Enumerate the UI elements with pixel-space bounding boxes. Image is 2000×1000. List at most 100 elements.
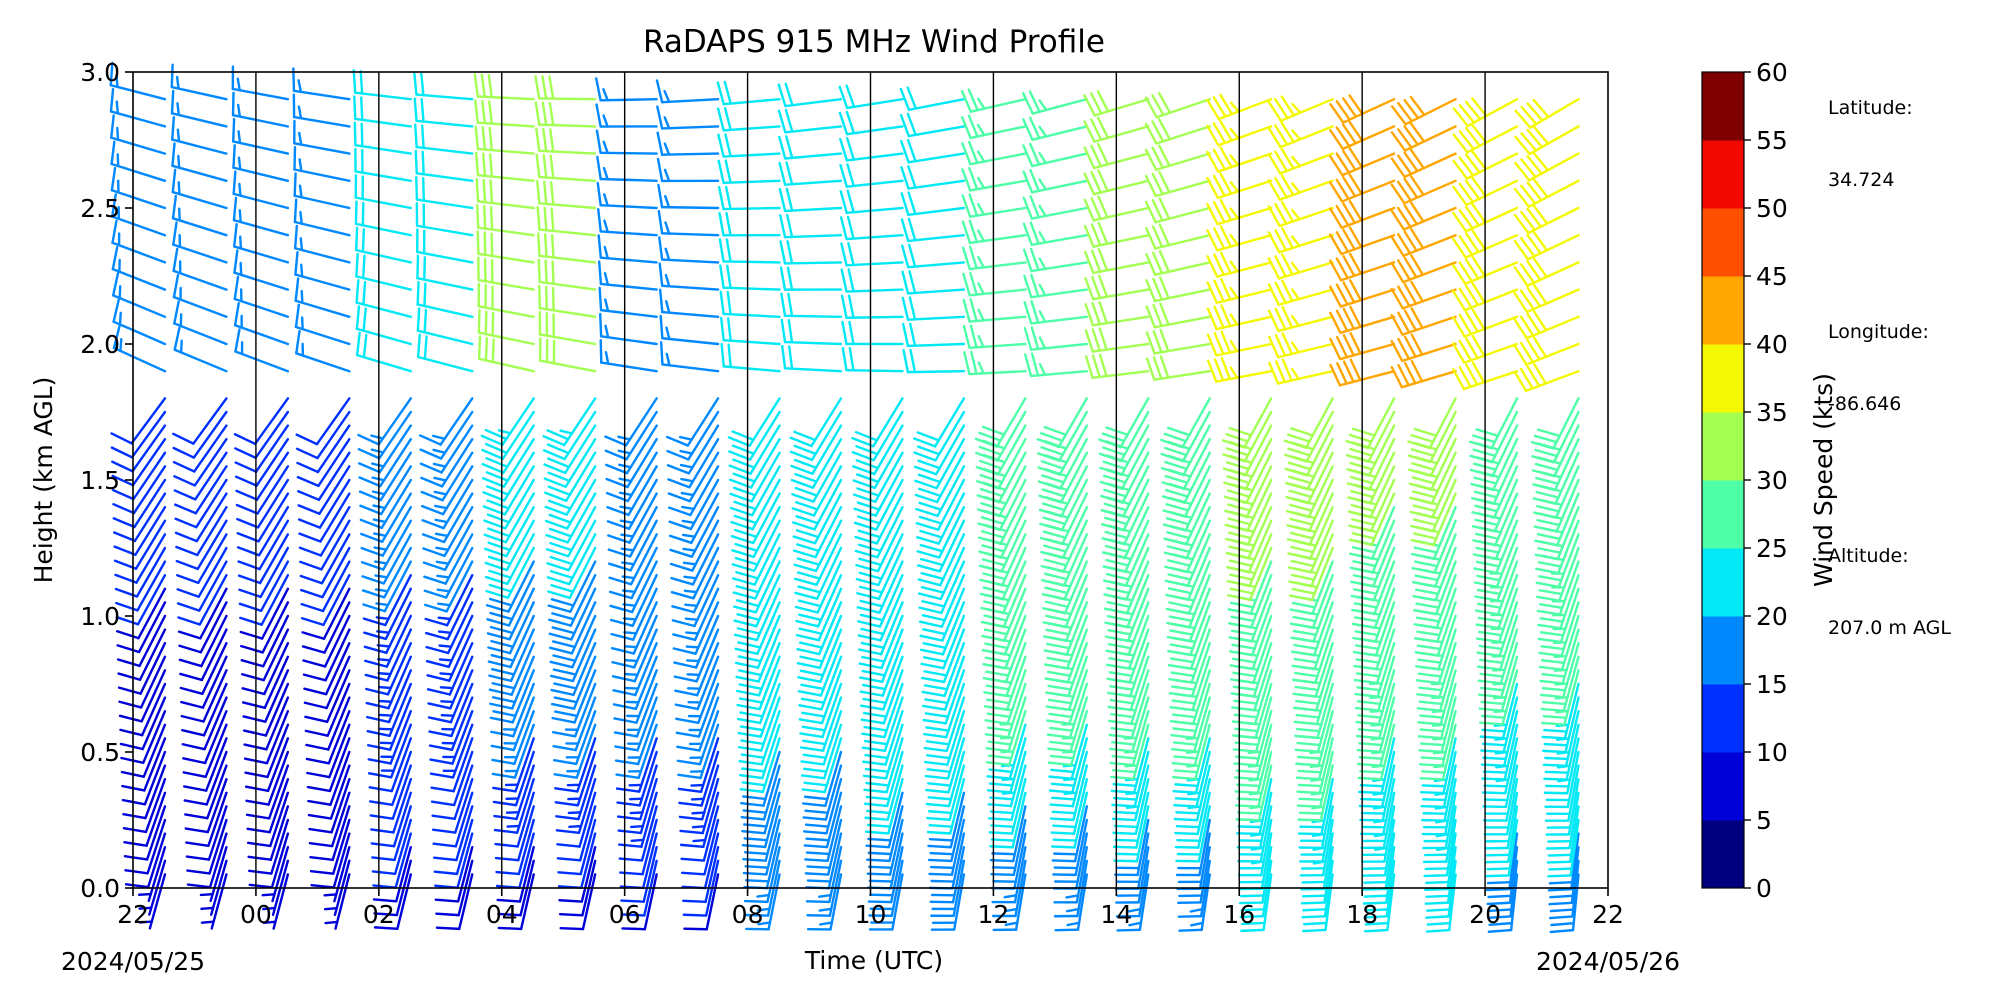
wind-barb <box>1390 175 1457 205</box>
wind-barb <box>1022 116 1089 142</box>
colorbar-label: Wind Speed (kts) <box>1809 373 1838 587</box>
wind-barb <box>731 519 781 572</box>
wind-barb <box>115 574 167 626</box>
wind-barb <box>124 832 167 889</box>
wind-barb <box>1538 601 1580 657</box>
wind-barb <box>737 682 781 738</box>
wind-barb <box>1541 682 1580 740</box>
wind-barb <box>1390 360 1457 389</box>
wind-barb <box>797 628 843 683</box>
wind-barb <box>1175 805 1211 863</box>
colorbar: 0 5 10 15 20 25 30 35 40 45 50 55 60 <box>1701 58 1788 903</box>
wind-barb <box>901 296 966 321</box>
wind-barb <box>1050 778 1089 835</box>
wind-barb <box>1145 328 1211 355</box>
wind-barb <box>370 791 412 848</box>
altitude-value: 207.0 m AGL <box>1828 617 1951 639</box>
wind-barb <box>665 397 720 447</box>
wind-barb <box>1540 655 1580 713</box>
colorbar-segment <box>1702 276 1744 345</box>
wind-barb <box>234 438 290 487</box>
wind-barb <box>803 791 843 849</box>
wind-barb <box>1023 326 1089 351</box>
wind-barb <box>919 601 966 656</box>
wind-barb <box>1267 121 1334 149</box>
wind-barb <box>616 764 658 821</box>
wind-barb <box>990 818 1027 876</box>
wind-barb <box>309 818 351 875</box>
wind-barb <box>987 750 1027 808</box>
wind-barb <box>179 642 228 696</box>
wind-barb <box>176 533 228 585</box>
wind-barb <box>621 873 658 931</box>
wind-barb <box>435 873 474 931</box>
wind-barb <box>1476 601 1519 657</box>
wind-barb <box>917 533 966 587</box>
wind-barb <box>912 397 966 448</box>
wind-barb <box>778 135 843 160</box>
wind-barb <box>544 465 597 516</box>
wind-barb <box>416 307 474 346</box>
x-tick-label: 00 <box>240 900 272 929</box>
wind-barb <box>1414 601 1457 657</box>
wind-barb <box>798 655 843 711</box>
wind-barb <box>122 778 167 834</box>
wind-barb <box>1115 846 1150 904</box>
wind-barb <box>493 778 535 834</box>
wind-barb <box>233 301 290 346</box>
wind-barb <box>491 723 535 779</box>
longitude-label: Longitude: <box>1828 321 1929 343</box>
wind-barb <box>261 846 290 903</box>
wind-barb <box>727 397 781 447</box>
wind-barb <box>778 161 843 186</box>
wind-barb <box>112 272 167 318</box>
wind-barb <box>415 202 474 237</box>
wind-barb <box>491 710 535 765</box>
wind-barb <box>669 519 720 572</box>
wind-barb <box>733 574 781 628</box>
wind-barb <box>839 137 904 162</box>
wind-barb <box>1359 778 1396 836</box>
x-tick-label: 22 <box>117 900 149 929</box>
wind-barb <box>1267 174 1334 201</box>
wind-barb <box>915 465 966 518</box>
wind-barb <box>492 737 535 793</box>
wind-barb <box>538 337 597 373</box>
wind-barb <box>678 750 720 807</box>
wind-barb <box>1175 818 1211 877</box>
wind-barb <box>422 519 474 571</box>
wind-barb <box>1362 846 1396 905</box>
wind-barb <box>1300 832 1334 891</box>
wind-barb <box>425 614 474 669</box>
wind-barb <box>236 478 290 529</box>
wind-barb <box>236 492 290 543</box>
wind-barb <box>1206 146 1273 173</box>
wind-barb <box>1051 805 1089 863</box>
wind-barb <box>303 642 351 696</box>
wind-barb <box>1549 873 1580 934</box>
wind-barb <box>298 506 351 557</box>
wind-barb <box>354 147 412 183</box>
wind-barb <box>1452 150 1519 180</box>
wind-barb <box>551 669 597 724</box>
wind-barb <box>926 764 966 821</box>
wind-barb <box>729 465 781 517</box>
wind-barb <box>123 805 167 861</box>
wind-barb <box>1329 226 1396 256</box>
wind-barb <box>1144 91 1211 119</box>
wind-barb <box>961 193 1027 218</box>
wind-barb <box>805 846 843 904</box>
wind-barb <box>1294 682 1334 740</box>
wind-barb <box>1451 255 1519 286</box>
wind-barb <box>1144 197 1211 224</box>
wind-barb <box>738 710 781 766</box>
wind-barb <box>352 69 412 101</box>
wind-barb <box>1530 397 1580 450</box>
wind-barb <box>172 410 228 459</box>
end-date-label: 2024/05/26 <box>1536 947 1680 976</box>
wind-barb <box>1145 355 1211 381</box>
wind-barb <box>1112 778 1150 835</box>
wind-barb <box>354 174 412 210</box>
colorbar-segment <box>1702 344 1744 413</box>
wind-barb <box>184 778 228 834</box>
